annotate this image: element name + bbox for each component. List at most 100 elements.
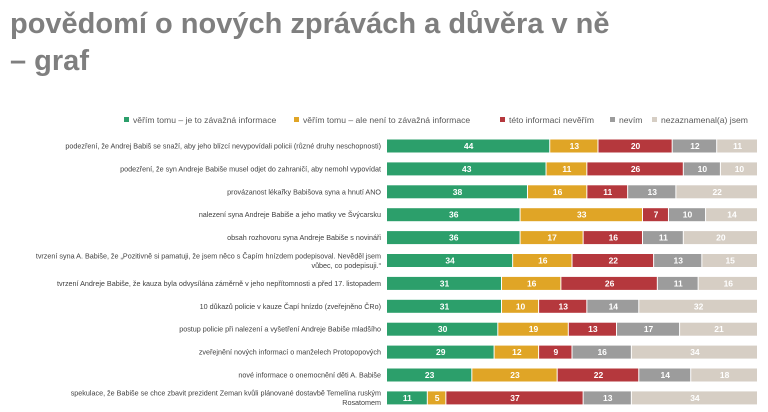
data-label-10-3: 9 — [553, 347, 558, 357]
data-label-11-3: 22 — [594, 370, 604, 380]
data-label-12-1: 11 — [403, 393, 412, 403]
bar-8-4 — [587, 299, 639, 313]
legend-swatch-4 — [610, 117, 615, 122]
data-label-12-4: 13 — [603, 393, 613, 403]
bar-5-4 — [642, 231, 683, 245]
bar-11-1 — [387, 368, 472, 382]
data-label-3-5: 22 — [712, 187, 722, 197]
data-label-9-1: 30 — [438, 324, 448, 334]
bar-2-3 — [587, 162, 683, 176]
bar-12-2 — [427, 391, 446, 405]
bar-11-3 — [557, 368, 639, 382]
bar-11-5 — [691, 368, 757, 382]
page-title: povědomí o nových zprávách a důvěra v ně… — [10, 6, 710, 80]
data-label-1-3: 20 — [631, 141, 641, 151]
data-label-4-2: 33 — [577, 210, 587, 220]
data-label-1-5: 11 — [733, 141, 742, 151]
data-label-11-5: 18 — [720, 370, 730, 380]
data-label-12-3: 37 — [510, 393, 520, 403]
category-label-6: tvrzení syna A. Babiše, že „Pozitivně si… — [36, 251, 382, 270]
bar-2-4 — [683, 162, 720, 176]
data-label-10-2: 12 — [512, 347, 522, 357]
data-label-8-1: 31 — [440, 301, 450, 311]
data-label-2-1: 43 — [462, 164, 472, 174]
data-label-6-5: 15 — [725, 256, 735, 266]
bar-4-5 — [706, 208, 757, 222]
bar-4-4 — [668, 208, 706, 222]
legend-label-3: této informaci nevěřím — [509, 115, 594, 125]
bar-8-2 — [502, 299, 539, 313]
data-label-6-3: 22 — [609, 256, 619, 266]
page-title-line-1: povědomí o nových zprávách a důvěra v ně — [10, 8, 610, 40]
bar-7-2 — [502, 276, 561, 290]
data-label-5-3: 16 — [609, 233, 619, 243]
data-label-10-4: 16 — [597, 347, 607, 357]
bar-6-2 — [513, 254, 572, 267]
data-label-4-4: 10 — [683, 210, 693, 220]
page-title-line-2: – graf — [10, 45, 89, 77]
data-label-9-5: 21 — [714, 324, 724, 334]
data-label-9-2: 19 — [529, 324, 539, 334]
bar-1-4 — [672, 139, 717, 153]
bar-4-1 — [387, 208, 520, 222]
data-label-1-2: 13 — [570, 141, 580, 151]
bar-7-5 — [698, 276, 757, 290]
bar-1-1 — [387, 139, 550, 153]
category-label-9: postup policie při nalezení a vyšetření … — [179, 325, 381, 334]
bar-4-2 — [520, 208, 642, 222]
data-label-3-1: 38 — [453, 187, 463, 197]
category-label-2: podezření, že syn Andreje Babiše musel o… — [120, 164, 381, 173]
legend-label-1: věřím tomu – je to závažná informace — [133, 115, 277, 125]
data-label-1-1: 44 — [464, 141, 474, 151]
data-label-7-2: 16 — [527, 278, 537, 288]
data-label-7-1: 31 — [440, 278, 450, 288]
bar-1-3 — [598, 139, 672, 153]
data-label-7-4: 11 — [674, 278, 683, 288]
data-label-7-3: 26 — [605, 278, 615, 288]
legend-swatch-2 — [294, 117, 299, 122]
category-label-4: nalezení syna Andreje Babiše a jeho matk… — [199, 210, 381, 219]
data-label-3-2: 16 — [553, 187, 563, 197]
data-label-11-4: 14 — [661, 370, 671, 380]
bar-12-5 — [631, 391, 757, 405]
bar-10-2 — [494, 345, 539, 359]
bar-8-3 — [539, 299, 587, 313]
bar-6-4 — [654, 254, 702, 267]
bar-5-1 — [387, 231, 520, 245]
legend-swatch-3 — [500, 117, 505, 122]
data-label-8-2: 10 — [516, 301, 526, 311]
category-label-10: zveřejnění nových informací o manželech … — [199, 348, 381, 357]
category-label-1: podezření, že Andrej Babiš se snaží, aby… — [65, 142, 381, 151]
data-label-6-2: 16 — [538, 256, 548, 266]
bar-5-5 — [683, 231, 757, 245]
bar-11-2 — [472, 368, 557, 382]
data-label-11-2: 23 — [510, 370, 520, 380]
data-label-10-1: 29 — [436, 347, 446, 357]
bar-2-2 — [546, 162, 587, 176]
bar-9-2 — [498, 322, 568, 336]
bar-9-3 — [568, 322, 617, 336]
bar-7-3 — [561, 276, 657, 290]
data-label-6-4: 13 — [674, 256, 684, 266]
data-label-5-4: 11 — [659, 233, 668, 243]
data-label-6-1: 34 — [445, 256, 455, 266]
bar-10-4 — [572, 345, 631, 359]
data-label-8-5: 32 — [694, 301, 704, 311]
data-label-4-5: 14 — [727, 210, 737, 220]
bar-12-1 — [387, 391, 427, 405]
bar-7-4 — [657, 276, 698, 290]
bar-2-1 — [387, 162, 546, 176]
data-label-5-2: 17 — [547, 233, 557, 243]
legend-label-4: nevím — [619, 115, 642, 125]
data-label-2-5: 10 — [735, 164, 745, 174]
bar-9-4 — [617, 322, 680, 336]
data-label-2-2: 11 — [562, 164, 571, 174]
bar-6-1 — [387, 254, 513, 267]
legend-label-2: věřím tomu – ale není to závažná informa… — [303, 115, 470, 125]
bar-6-5 — [702, 254, 757, 267]
bar-12-4 — [583, 391, 631, 405]
category-label-12: spekulace, že Babiše se chce zbavit prez… — [71, 389, 381, 408]
data-label-2-3: 26 — [631, 164, 641, 174]
category-label-8: 10 důkazů policie v kauze Čapí hnízdo (z… — [200, 302, 381, 311]
category-label-5: obsah rozhovoru syna Andreje Babiše s no… — [227, 233, 381, 242]
